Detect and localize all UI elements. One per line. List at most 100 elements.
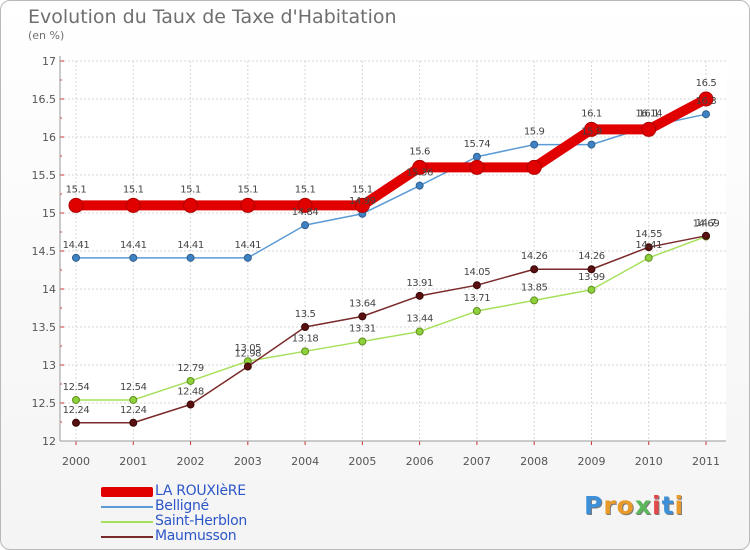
legend-item-saint-herblon: Saint-Herblon (101, 513, 341, 529)
data-label: 14.05 (464, 267, 491, 278)
data-point (641, 121, 657, 137)
data-point (583, 121, 599, 137)
data-label: 15.6 (409, 146, 430, 157)
data-label: 14.26 (578, 251, 605, 262)
data-label: 15.74 (464, 139, 491, 150)
data-label: 15.1 (295, 184, 316, 195)
data-label: 13.31 (349, 323, 376, 334)
data-point (129, 395, 138, 404)
data-label: 14.26 (521, 251, 548, 262)
x-tick-label: 2000 (62, 455, 90, 468)
data-point (530, 265, 539, 274)
legend-item-belligne: Belligné (101, 498, 341, 514)
y-tick-label: 14.5 (32, 245, 57, 258)
data-point (702, 231, 710, 240)
chart-legend: LA ROUXIèRE Belligné Saint-Herblon Maumu… (101, 483, 341, 544)
series-line-2 (76, 235, 707, 401)
data-label: 12.54 (63, 382, 90, 393)
series-line-0 (76, 94, 709, 211)
data-point (240, 197, 256, 213)
data-point (183, 197, 199, 213)
x-tick-label: 2005 (348, 455, 376, 468)
series-line-3 (76, 235, 707, 424)
data-label: 14.41 (63, 240, 90, 251)
data-label: 16.14 (635, 108, 662, 119)
y-tick-label: 15.5 (32, 169, 57, 182)
data-point (243, 253, 252, 262)
x-tick-label: 2011 (692, 455, 720, 468)
y-tick-label: 16.5 (32, 93, 57, 106)
data-label: 13.05 (234, 343, 261, 354)
y-tick-label: 13.5 (32, 321, 57, 334)
data-label: 13.64 (349, 298, 376, 309)
data-label: 12.79 (177, 363, 204, 374)
data-point (358, 337, 367, 346)
data-label: 15.1 (180, 184, 201, 195)
data-label: 12.48 (177, 387, 204, 398)
data-label: 16.5 (696, 78, 717, 89)
x-tick-label: 2006 (406, 455, 434, 468)
data-point (301, 347, 310, 356)
data-label: 15.9 (524, 127, 545, 138)
proxiti-logo: Proxiti (584, 491, 685, 520)
data-point (68, 197, 84, 213)
data-label: 14.99 (349, 196, 376, 207)
data-label: 12.98 (234, 349, 261, 360)
data-label: 14.41 (635, 240, 662, 251)
y-tick-label: 12 (42, 435, 56, 448)
data-point (587, 265, 596, 274)
data-label: 14.69 (693, 219, 720, 230)
data-label: 15.9 (581, 127, 602, 138)
data-point (354, 197, 370, 213)
data-label: 15.1 (352, 184, 373, 195)
data-label: 12.24 (120, 405, 147, 416)
data-point (530, 296, 539, 305)
x-tick-label: 2008 (520, 455, 548, 468)
y-tick-label: 15 (42, 207, 56, 220)
data-point (698, 91, 714, 107)
data-label: 14.84 (292, 207, 319, 218)
data-label: 16.1 (638, 108, 659, 119)
legend-item-maumusson: Maumusson (101, 528, 341, 544)
data-point (472, 152, 481, 161)
data-point (530, 140, 539, 149)
x-tick-label: 2009 (577, 455, 605, 468)
x-tick-label: 2003 (234, 455, 262, 468)
data-label: 14.41 (234, 240, 261, 251)
y-tick-label: 14 (42, 283, 56, 296)
data-label: 16.1 (581, 108, 602, 119)
data-label: 13.99 (578, 272, 605, 283)
y-tick-label: 17 (42, 55, 56, 68)
x-tick-label: 2001 (119, 455, 147, 468)
y-tick-label: 16 (42, 131, 56, 144)
data-point (72, 418, 80, 427)
data-point (415, 327, 424, 336)
chart-title: Evolution du Taux de Taxe d'Habitation (28, 6, 397, 28)
data-point (644, 243, 653, 252)
legend-swatch (101, 521, 153, 523)
series-line-1 (76, 113, 707, 259)
data-label: 14.7 (696, 218, 717, 229)
data-label: 13.85 (521, 282, 548, 293)
data-point (412, 159, 428, 175)
data-label: 15.1 (237, 184, 258, 195)
data-point (358, 312, 367, 321)
data-point (72, 395, 80, 404)
data-point (587, 285, 596, 294)
data-point (472, 281, 481, 290)
legend-swatch (101, 536, 153, 538)
data-point (129, 418, 138, 427)
data-label: 13.91 (406, 278, 433, 289)
x-tick-label: 2010 (635, 455, 663, 468)
data-point (297, 197, 313, 213)
legend-swatch (101, 506, 153, 508)
data-point (587, 140, 596, 149)
legend-label: LA ROUXIèRE (155, 483, 246, 499)
data-label: 13.5 (295, 309, 316, 320)
legend-item-la-rouxiere: LA ROUXIèRE (101, 483, 341, 499)
data-point (301, 221, 310, 230)
x-tick-label: 2004 (291, 455, 319, 468)
data-label: 16.3 (696, 96, 717, 107)
